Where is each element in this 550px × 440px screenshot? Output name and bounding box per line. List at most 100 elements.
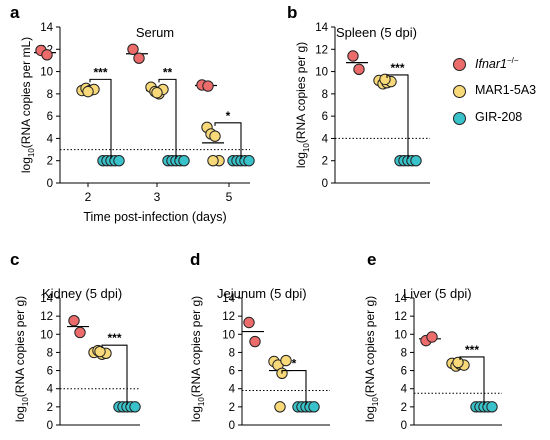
panel-c-y-tick-label: 4 — [47, 384, 54, 396]
panel-c-y-tick-label: 2 — [47, 402, 53, 414]
panel-a-y-tick-label: 10 — [40, 67, 53, 79]
panel-c-y-tick-label: 12 — [40, 311, 53, 323]
legend-swatch-mar — [453, 85, 466, 98]
panel-b-point-gir — [410, 155, 422, 167]
panel-d-y-tick-label: 14 — [222, 293, 235, 305]
panel-b-title: Spleen (5 dpi) — [336, 25, 417, 40]
panel-b-y-tick-label: 12 — [315, 44, 328, 56]
panel-a-sig-bracket — [89, 78, 112, 159]
panel-c-y-tick-label: 10 — [40, 329, 53, 341]
panel-a-point-ifnar — [133, 52, 145, 64]
panel-a-x-tick-label: 2 — [85, 190, 92, 204]
panel-b-point-ifnar — [353, 63, 365, 76]
panel-d-y-tick-label: 12 — [222, 311, 235, 323]
panel-a-point-mar — [151, 87, 163, 99]
panel-a-title: Serum — [136, 25, 174, 40]
panel-a-point-ifnar — [202, 80, 214, 92]
panel-c-y-tick-label: 8 — [47, 347, 53, 359]
panel-a-point-ifnar — [41, 49, 53, 61]
panel-e-y-tick-label: 2 — [401, 402, 407, 414]
panel-e-point-gir — [486, 401, 498, 413]
panel-d-point-ifnar — [243, 316, 255, 329]
panel-c-letter: c — [10, 250, 19, 269]
panel-d-point-mar — [280, 354, 292, 367]
panel-e-letter: e — [367, 250, 376, 269]
panel-d-y-tick-label: 10 — [222, 329, 235, 341]
panel-b-y-tick-label: 0 — [322, 178, 328, 190]
panel-d-point-ifnar — [249, 335, 261, 348]
panel-d-point-gir — [308, 401, 320, 413]
panel-a-point-mar — [82, 85, 94, 98]
panel-c-point-ifnar — [74, 326, 86, 339]
panel-c-y-label: log10(RNA copies per g) — [13, 296, 30, 422]
panel-d-sig-label: * — [292, 357, 297, 371]
panel-b-y-tick-label: 14 — [315, 22, 328, 34]
legend-swatch-gir — [453, 112, 466, 125]
panel-e-y-tick-label: 0 — [401, 420, 407, 432]
panel-b-sig-bracket — [386, 74, 409, 159]
panel-c-sig-label: *** — [107, 331, 121, 345]
panel-a-point-gir — [113, 155, 125, 167]
panel-b-point-ifnar — [347, 50, 359, 62]
panel-a-sig-label: *** — [93, 65, 107, 79]
panel-b-y-tick-label: 8 — [322, 89, 328, 101]
panel-d-y-tick-label: 0 — [229, 420, 235, 432]
panel-e-y-tick-label: 14 — [394, 293, 407, 305]
panel-e-y-tick-label: 12 — [394, 311, 407, 323]
legend-item-gir: GIR-208 — [453, 110, 550, 139]
panel-d-y-label: log10(RNA copies per g) — [189, 296, 206, 422]
panel-a-y-label: log10(RNA copies per mL) — [19, 37, 36, 173]
panel-b-point-mar — [379, 73, 391, 86]
panel-e-point-ifnar — [426, 331, 438, 343]
panel-c-y-tick-label: 14 — [40, 293, 53, 305]
panel-d-sig-bracket — [281, 370, 307, 405]
panel-b-y-label: log10(RNA copies per g) — [294, 42, 311, 168]
legend-item-mar: MAR1-5A3 — [453, 83, 550, 112]
panel-a-sig-label: * — [226, 109, 231, 123]
legend-label-ifnar-sup: −/− — [506, 56, 519, 65]
panel-a-y-tick-label: 0 — [47, 178, 53, 190]
panel-b-letter: b — [287, 3, 297, 22]
panel-a-letter: a — [10, 3, 20, 22]
panel-e-y-tick-label: 4 — [401, 384, 408, 396]
panel-d-title: Jejunum (5 dpi) — [217, 286, 307, 301]
legend-label-mar: MAR1-5A3 — [475, 83, 537, 97]
panel-a-x-tick-label: 5 — [226, 190, 233, 204]
panel-a-point-mar — [207, 155, 219, 167]
panel-a-sig-bracket — [158, 78, 177, 159]
panel-d-y-tick-label: 2 — [229, 402, 235, 414]
panel-a-y-tick-label: 14 — [40, 22, 53, 34]
panel-a-y-tick-label: 8 — [47, 89, 53, 101]
panel-a-point-gir — [178, 155, 190, 167]
panel-c-y-tick-label: 6 — [47, 366, 53, 378]
panel-e-title: Liver (5 dpi) — [403, 286, 472, 301]
panel-d-letter: d — [190, 250, 200, 269]
panel-c-point-gir — [129, 401, 141, 413]
panel-e-y-tick-label: 6 — [401, 366, 407, 378]
panel-d-y-tick-label: 4 — [229, 384, 236, 396]
panel-d-y-tick-label: 8 — [229, 347, 235, 359]
panel-e-sig-bracket — [459, 356, 485, 405]
panel-c-point-ifnar — [68, 314, 80, 327]
panel-b-y-tick-label: 10 — [315, 67, 328, 79]
legend-item-ifnar: Ifnar1−/− — [453, 56, 550, 85]
panel-b-y-tick-label: 2 — [322, 156, 328, 168]
panel-d-point-mar — [274, 401, 286, 413]
panel-a-y-tick-label: 6 — [47, 111, 53, 123]
legend-swatch-ifnar — [453, 58, 466, 71]
panel-c-title: Kidney (5 dpi) — [42, 286, 122, 301]
panel-a-point-gir — [243, 155, 255, 167]
panel-c-y-tick-label: 0 — [47, 420, 53, 432]
panel-a-point-ifnar — [127, 43, 139, 55]
panel-a-point-mar — [209, 130, 221, 142]
legend-label-gir: GIR-208 — [475, 110, 523, 124]
panel-b-y-tick-label: 4 — [322, 133, 329, 145]
panel-d-y-tick-label: 6 — [229, 366, 235, 378]
panel-b-sig-label: *** — [390, 61, 404, 75]
panel-b-y-tick-label: 6 — [322, 111, 328, 123]
legend-label-ifnar: Ifnar1 — [475, 57, 507, 72]
panel-a-x-tick-label: 3 — [154, 190, 161, 204]
panel-c-point-mar — [94, 345, 106, 358]
panel-a-sig-bracket — [214, 122, 242, 159]
